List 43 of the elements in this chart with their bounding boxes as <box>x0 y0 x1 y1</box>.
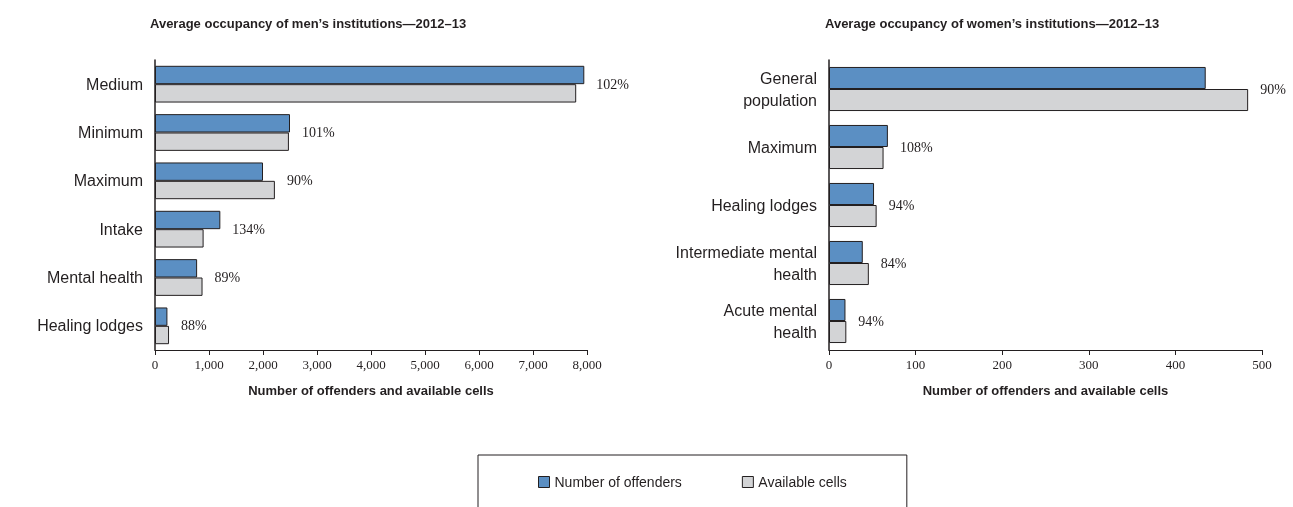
x-tick-label: 1,000 <box>194 357 224 372</box>
annotation: 94% <box>888 197 915 213</box>
annotation: 90% <box>286 173 313 189</box>
x-tick-label: 2,000 <box>248 357 278 372</box>
legend-label: Number of offenders <box>554 474 682 490</box>
annotation: 101% <box>302 125 335 140</box>
annotation: 102% <box>596 76 630 92</box>
chart-title: Average occupancy of men’s institutions—2012–13 <box>150 16 467 31</box>
y-tick-label: Healing lodges <box>711 196 817 214</box>
annotation: 134% <box>232 221 266 237</box>
annotation: 89% <box>214 270 241 285</box>
x-tick-label: 200 <box>992 357 1012 372</box>
annotation: 108% <box>899 139 933 155</box>
y-tick-label: Maximum <box>747 138 817 156</box>
y-tick-label: Medium <box>86 75 143 93</box>
x-axis-title: Number of offenders and available cells <box>248 383 494 398</box>
y-tick-label: Intake <box>99 220 144 238</box>
y-tick-label: General population <box>743 69 817 109</box>
legend-label: Available cells <box>758 474 847 490</box>
x-axis-title: Number of offenders and available cells <box>922 383 1169 398</box>
x-tick-label: 300 <box>1079 357 1099 372</box>
chart-title: Average occupancy of women’s institutions—2012–13 <box>825 16 1160 31</box>
annotation: 90% <box>1260 81 1287 97</box>
y-tick-label: Minimum <box>78 124 143 141</box>
x-tick-label: 100 <box>905 357 926 372</box>
x-tick-label: 500 <box>1252 357 1272 372</box>
annotation: 84% <box>880 255 907 271</box>
x-tick-label: 5,000 <box>410 357 440 372</box>
y-tick-label: Healing lodges <box>37 317 143 335</box>
x-tick-label: 4,000 <box>356 357 386 372</box>
annotation: 94% <box>858 313 885 329</box>
x-tick-label: 6,000 <box>464 357 494 372</box>
annotation: 88% <box>181 318 208 334</box>
x-tick-label: 0 <box>151 357 159 372</box>
y-tick-label: Acute mental health <box>723 301 817 341</box>
x-tick-label: 400 <box>1165 357 1186 372</box>
x-tick-label: 0 <box>825 357 833 372</box>
x-tick-label: 8,000 <box>572 357 602 372</box>
x-tick-label: 3,000 <box>302 357 332 372</box>
y-tick-label: Mental health <box>46 269 143 286</box>
y-tick-label: Intermediate mental health <box>675 243 817 283</box>
y-tick-label: Maximum <box>73 172 143 190</box>
x-tick-label: 7,000 <box>518 357 548 372</box>
